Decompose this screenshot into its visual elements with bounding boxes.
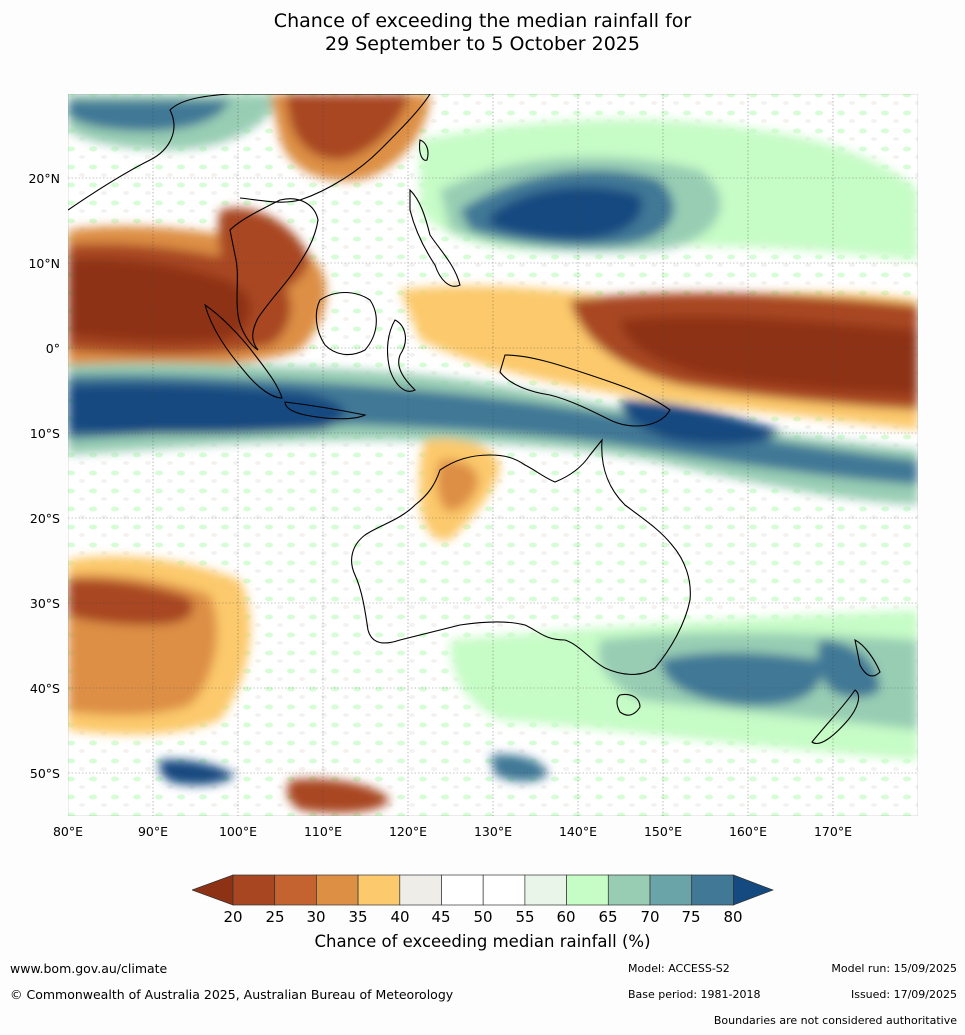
colorbar-segment-40-45 xyxy=(399,874,442,906)
colorbar-title: Chance of exceeding median rainfall (%) xyxy=(314,932,651,951)
colorbar-segment-30-35 xyxy=(316,874,359,906)
lon-tick-90e: 90°E xyxy=(137,824,169,839)
lon-tick-130e: 130°E xyxy=(473,824,512,839)
copyright-text: © Commonwealth of Australia 2025, Austra… xyxy=(10,987,454,1002)
colorbar-label-50: 50 xyxy=(473,908,493,926)
lon-tick-160e: 160°E xyxy=(728,824,767,839)
tasmania-outline xyxy=(616,693,641,716)
australia-outline xyxy=(351,438,691,675)
sulawesi-outline xyxy=(386,319,416,392)
colorbar-label-40: 40 xyxy=(390,908,410,926)
new-zealand-south-outline xyxy=(811,689,860,744)
colorbar-segment-60-65 xyxy=(566,874,609,906)
colorbar-segment-75-80 xyxy=(691,874,734,906)
website-link[interactable]: www.bom.gov.au/climate xyxy=(10,961,168,976)
colorbar-segment-35-40 xyxy=(357,874,401,906)
lon-tick-170e: 170°E xyxy=(813,824,852,839)
colorbar-label-75: 75 xyxy=(681,908,701,926)
map-title: Chance of exceeding the median rainfall … xyxy=(0,10,965,56)
colorbar-label-55: 55 xyxy=(515,908,535,926)
colorbar-label-20: 20 xyxy=(223,908,243,926)
colorbar-segment-65-70 xyxy=(607,874,651,906)
lon-tick-140e: 140°E xyxy=(558,824,597,839)
lat-tick-40s: 40°S xyxy=(29,681,60,696)
indochina-outline xyxy=(229,198,319,351)
borneo-outline xyxy=(315,291,377,356)
map-title-line1: Chance of exceeding the median rainfall … xyxy=(273,10,692,32)
colorbar-label-65: 65 xyxy=(598,908,618,926)
java-outline xyxy=(284,401,367,420)
new-guinea-outline xyxy=(499,354,671,427)
lat-tick-10n: 10°N xyxy=(28,256,60,271)
lat-tick-10s: 10°S xyxy=(29,426,60,441)
asia-coast-outline xyxy=(68,94,431,211)
rainfall-map xyxy=(68,94,918,816)
colorbar-label-25: 25 xyxy=(265,908,285,926)
colorbar-label-60: 60 xyxy=(556,908,576,926)
colorbar-label-80: 80 xyxy=(723,908,743,926)
colorbar-segment-20-25 xyxy=(232,874,276,906)
coastlines xyxy=(68,94,881,744)
philippines-outline xyxy=(409,188,461,287)
issued-date: Issued: 17/09/2025 xyxy=(850,988,957,1001)
model-name: Model: ACCESS-S2 xyxy=(628,962,730,975)
colorbar-label-70: 70 xyxy=(640,908,660,926)
colorbar-label-45: 45 xyxy=(431,908,451,926)
colorbar-label-35: 35 xyxy=(348,908,368,926)
boundaries-disclaimer: Boundaries are not considered authoritat… xyxy=(713,1014,957,1027)
colorbar-segment-above-80 xyxy=(733,874,774,906)
taiwan-outline xyxy=(419,139,429,161)
colorbar-segment-25-30 xyxy=(274,874,317,906)
colorbar xyxy=(190,873,774,907)
colorbar-segment-45-50 xyxy=(441,874,484,906)
colorbar-segment-55-60 xyxy=(524,874,567,906)
lon-tick-80e: 80°E xyxy=(52,824,84,839)
lat-tick-20s: 20°S xyxy=(29,511,60,526)
base-period: Base period: 1981-2018 xyxy=(628,988,761,1001)
colorbar-label-30: 30 xyxy=(306,908,326,926)
new-zealand-north-outline xyxy=(854,639,881,677)
colorbar-segment-50-55 xyxy=(482,874,526,906)
lat-tick-0: 0° xyxy=(45,341,60,356)
graticule xyxy=(68,94,918,816)
colorbar-segment-below-20 xyxy=(190,874,234,906)
map-title-line2: 29 September to 5 October 2025 xyxy=(325,33,640,55)
model-run-date: Model run: 15/09/2025 xyxy=(831,962,957,975)
lon-tick-100e: 100°E xyxy=(218,824,257,839)
lat-tick-50s: 50°S xyxy=(29,766,60,781)
lon-tick-110e: 110°E xyxy=(303,824,342,839)
lon-tick-150e: 150°E xyxy=(643,824,682,839)
sumatra-outline xyxy=(204,303,283,399)
lat-tick-20n: 20°N xyxy=(28,171,60,186)
colorbar-segment-70-75 xyxy=(649,874,693,906)
lon-tick-120e: 120°E xyxy=(388,824,427,839)
lat-tick-30s: 30°S xyxy=(29,596,60,611)
